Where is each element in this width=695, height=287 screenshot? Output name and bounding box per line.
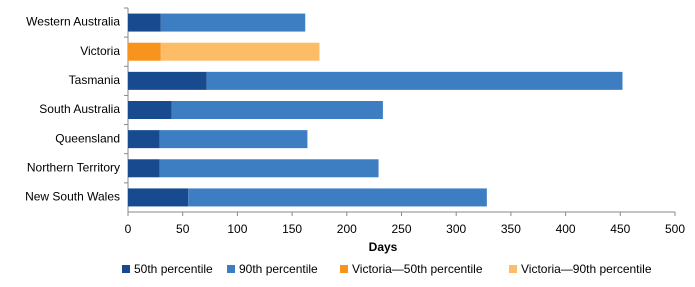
- y-tick-label: New South Wales: [25, 190, 120, 204]
- bar: [159, 159, 379, 178]
- bar: [159, 130, 308, 149]
- legend-swatch: [340, 265, 348, 273]
- legend-label: 50th percentile: [134, 262, 213, 276]
- y-tick-label: Queensland: [55, 131, 120, 145]
- legend-label: Victoria—90th percentile: [521, 262, 652, 276]
- x-tick-label: 400: [556, 222, 576, 236]
- x-tick-label: 100: [227, 222, 247, 236]
- bar: [128, 42, 161, 61]
- legend-swatch: [509, 265, 517, 273]
- y-tick-label: Northern Territory: [27, 160, 120, 174]
- x-tick-label: 0: [125, 222, 132, 236]
- bar: [206, 71, 623, 90]
- x-tick-label: 450: [610, 222, 630, 236]
- bar: [128, 130, 160, 149]
- x-tick-label: 300: [446, 222, 466, 236]
- x-tick-label: 200: [337, 222, 357, 236]
- y-tick-label: Western Australia: [26, 15, 120, 29]
- bar: [188, 188, 487, 207]
- x-axis-title: Days: [369, 240, 398, 254]
- bar: [160, 13, 306, 32]
- bar: [128, 13, 161, 32]
- y-tick-label: Victoria: [80, 44, 120, 58]
- x-tick-label: 250: [391, 222, 411, 236]
- y-tick-label: Tasmania: [69, 73, 121, 87]
- bar: [128, 71, 207, 90]
- legend-swatch: [227, 265, 235, 273]
- bar: [128, 159, 160, 178]
- y-tick-label: South Australia: [39, 102, 120, 116]
- x-tick-label: 350: [501, 222, 521, 236]
- x-tick-label: 50: [176, 222, 190, 236]
- legend-label: Victoria—50th percentile: [352, 262, 483, 276]
- bar: [128, 188, 189, 207]
- bar: [160, 42, 320, 61]
- x-tick-label: 150: [282, 222, 302, 236]
- legend-swatch: [122, 265, 130, 273]
- bar: [171, 101, 383, 119]
- x-tick-label: 500: [665, 222, 685, 236]
- legend-label: 90th percentile: [239, 262, 318, 276]
- bar: [128, 101, 172, 119]
